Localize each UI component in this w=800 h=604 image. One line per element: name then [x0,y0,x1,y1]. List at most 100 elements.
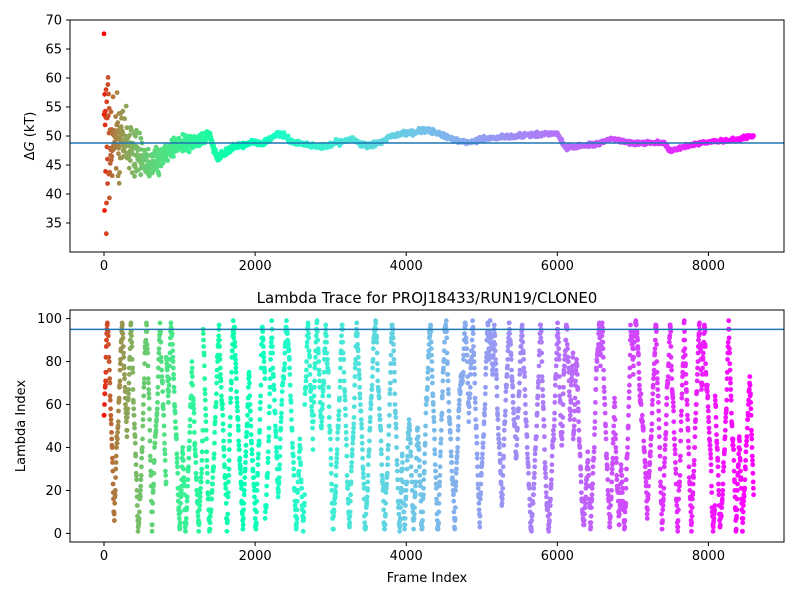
lambda-point [602,402,608,407]
lambda-point [314,329,320,334]
lambda-point [719,513,724,519]
lambda-point [301,509,307,515]
lambda-point [401,509,407,515]
lambda-point [727,346,732,352]
lambda-point [395,477,401,483]
lambda-point [290,453,296,459]
lambda-point [403,494,409,500]
lambda-point [590,464,596,470]
lambda-point [149,522,155,528]
lambda-point [393,410,398,416]
lambda-point [265,449,271,455]
lambda-point [197,503,203,508]
lambda-point [481,419,487,425]
lambda-point [487,318,493,324]
lambda-point [750,470,756,476]
dg-point [129,170,135,176]
lambda-point [356,367,362,373]
lambda-point [693,417,698,422]
lambda-point [613,449,619,455]
lambda-point [162,458,168,463]
lambda-point [392,378,397,384]
dg-point [127,158,133,163]
lambda-point [588,513,594,519]
lambda-point [355,354,361,360]
lambda-point [205,470,210,476]
lambda-point [697,320,702,326]
lambda-point [670,400,676,405]
lambda-point [656,425,662,431]
lambda-point [342,393,348,399]
lambda-point [466,410,472,416]
lambda-point [665,380,671,386]
dg-y-tick-label: 50 [45,130,62,145]
lambda-point [466,419,472,425]
lambda-point [475,464,480,470]
lambda-point [610,460,615,465]
lambda-point [705,404,711,410]
dg-y-tick-label: 35 [45,217,62,232]
lambda-point [600,329,606,334]
lambda-point [196,520,202,526]
lambda-point [694,378,700,384]
lambda-point [117,367,123,373]
lambda-point [699,387,704,392]
lambda-point [549,462,555,468]
lambda-point [189,359,195,364]
lambda-point [312,365,318,371]
lambda-point [347,520,353,526]
lambda-point [663,421,669,427]
lambda-point [663,436,668,442]
lambda-point [485,322,491,328]
lambda-point [150,488,156,493]
lambda-point [508,342,513,347]
lambda-point [532,458,538,463]
lambda-point [262,376,268,382]
lambda-point [573,367,579,373]
lambda-point [368,402,374,407]
lambda-point [542,434,547,440]
lambda-point [424,395,430,401]
lambda-point [675,524,681,530]
lambda-point [113,475,118,480]
lambda-point [122,376,127,382]
lambda-point [747,374,753,379]
lambda-point [233,369,239,375]
lambda-point [495,425,501,431]
lambda-point [548,496,553,502]
lambda-point [252,516,258,521]
lambda-point [370,365,375,371]
lambda-point [185,494,190,500]
lambda-point [425,369,431,375]
lambda-point [170,342,175,347]
dg-point [103,108,108,114]
lambda-point [631,363,636,369]
lambda-point [338,365,343,371]
lambda-point [668,354,674,360]
lambda-point [392,402,398,407]
lambda-point [350,440,356,446]
lambda-point [510,393,516,399]
lambda-point [438,436,444,442]
lambda-point [683,372,689,377]
lambda-point [529,528,534,534]
lambda-point [163,473,169,478]
lambda-point [236,447,242,452]
lambda-point [689,513,695,519]
lambda-point [714,440,720,446]
lambda-point [218,378,224,384]
lambda-point [166,382,172,388]
lambda-point [481,432,487,437]
lambda-point [613,436,618,442]
lambda-point [476,507,482,513]
lambda-point [155,400,160,405]
dg-point [103,87,109,92]
lambda-point [699,382,705,388]
lambda-point [146,380,151,386]
lambda-point [319,406,325,412]
lambda-point [255,455,261,461]
lambda-point [499,500,505,506]
lambda-point [432,451,438,457]
lambda-point [468,372,473,377]
lambda-point [473,417,479,422]
